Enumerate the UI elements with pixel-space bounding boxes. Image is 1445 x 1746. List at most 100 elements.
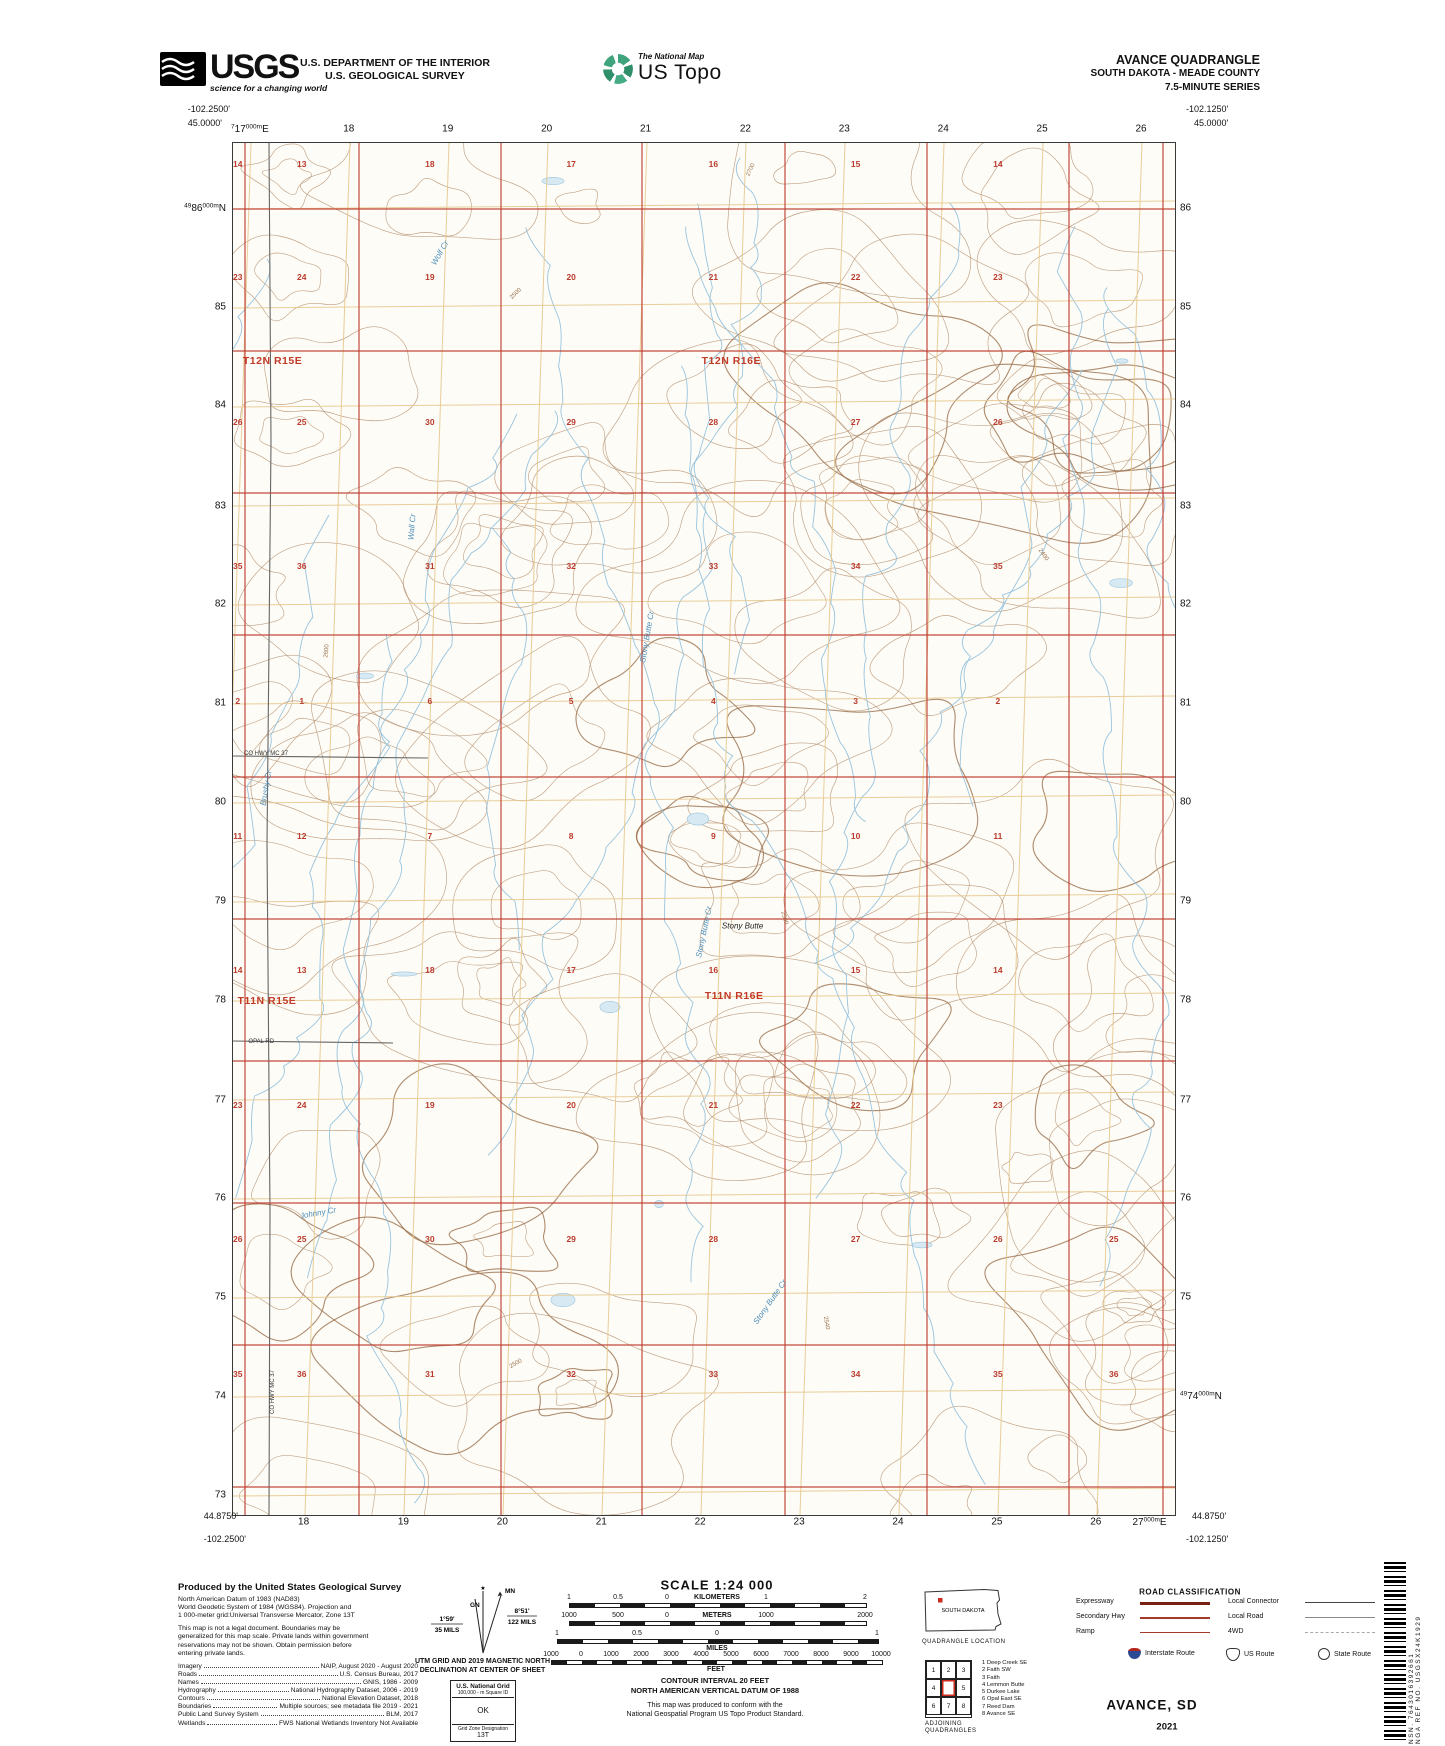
section-number: 16 [708,965,719,976]
contour-elevation-label: 2500 [508,287,523,301]
usng-gzd: 13T [476,1732,490,1739]
section-number: 14 [232,965,243,976]
datum-paragraph: North American Datum of 1983 (NAD83) Worl… [178,1596,418,1621]
contour-interval-note: CONTOUR INTERVAL 20 FEET NORTH AMERICAN … [595,1676,835,1695]
contour-elevation-label: 2540 [822,1315,831,1331]
nga-ref-number: NGA REF NO. USGSX24K1929 [1415,1615,1422,1744]
sheet-name: AVANCE, SD [1106,1697,1198,1713]
adjoining-cell: 7 [941,1697,956,1715]
scale-bar-meters [569,1621,867,1626]
adjoining-name: 6 Opal East SE [982,1696,1022,1703]
source-line: Public Land Survey System BLM, 2017 [178,1711,418,1719]
gn-declination-degrees: 1°59' [440,1615,455,1623]
section-number: 28 [708,416,719,427]
grid-label-top: 24 [937,123,949,135]
grid-label-right: 76 [1180,1192,1192,1204]
source-label: Public Land Survey System [178,1711,259,1719]
section-number: 9 [711,830,716,841]
contour-elevation-label: 2700 [745,163,757,178]
section-number: 23 [232,1099,243,1110]
section-number: 21 [708,272,719,283]
section-number: 18 [425,158,435,169]
grid-label-top: 22 [739,123,751,135]
adjoining-cell: 1 [926,1661,941,1679]
section-number: 22 [850,1099,861,1110]
roadclass-label: Local Road [1228,1613,1264,1620]
usgs-wordmark: USGS [210,48,300,86]
stream-label: Wolf Cr [429,238,451,267]
section-number: 28 [708,1234,719,1245]
scale-bar-kilometers [569,1603,867,1608]
declination-caption-line2: DECLINATION AT CENTER OF SHEET [419,1666,546,1674]
road-label: OPAL RD [248,1038,275,1045]
grid-north-label: GN [470,1602,480,1609]
grid-label-top: 18 [343,123,355,135]
dept-line1: U.S. DEPARTMENT OF THE INTERIOR [300,57,490,69]
grid-label-left: 83 [214,500,226,512]
grid-label-top: 23 [838,123,850,135]
scale-tick-feet: 5000 [723,1651,739,1658]
section-number: 16 [708,158,719,169]
grid-label-left: 73 [214,1489,226,1501]
grid-label-right: 82 [1180,598,1192,610]
source-value: National Hydrography Dataset, 2006 - 201… [290,1687,418,1695]
declination-caption-line1: UTM GRID AND 2019 MAGNETIC NORTH [414,1658,551,1665]
section-number: 23 [993,1099,1003,1110]
township-label: T12N R16E [701,355,761,368]
scale-tick-meters: 1000 [758,1612,774,1619]
scale-tick-kilometers: 0 [665,1594,669,1601]
section-number: 36 [297,560,307,571]
grid-label-bottom: 19 [397,1516,409,1528]
roadclass-label: Ramp [1076,1628,1095,1635]
contour-elevation-label: 2400 [1036,547,1050,562]
grid-label-right: 83 [1180,500,1192,512]
section-number: 5 [568,696,574,707]
roadclass-line-expressway [1140,1602,1210,1605]
adjoining-cell: 3 [956,1661,971,1679]
national-map-label: The National Map [638,52,705,61]
scale-tick-feet: 1000 [603,1651,619,1658]
scale-tick-miles: 0 [715,1630,719,1637]
section-number: 2 [235,696,241,707]
section-number: 29 [566,1234,576,1245]
usng-gzd-label: Grid Zone Designation [452,1724,514,1732]
section-number: 25 [297,1234,307,1245]
scale-tick-feet: 2000 [633,1651,649,1658]
scale-tick-feet: 9000 [843,1651,859,1658]
map-body: 14 13 18 17 16 15 14 23 24 19 20 21 22 23 26 25 30 29 28 27… [232,142,1176,1516]
source-line: Hydrography National Hydrography Dataset,… [178,1687,418,1695]
stream-label: Stony Butte Cr [751,1278,789,1327]
section-number: 25 [1109,1234,1119,1245]
corner-coordinate: -102.1250' [1186,104,1229,114]
source-value: FWS National Wetlands Inventory Not Avai… [278,1719,418,1727]
corner-coordinate: 44.8750' [1192,1511,1227,1521]
scale-tick-miles: 1 [875,1630,879,1637]
section-number: 12 [297,830,307,841]
township-label: T11N R15E [237,994,297,1007]
section-number: 10 [850,830,861,841]
section-number: 19 [425,272,435,283]
scale-tick-meters: 0 [665,1612,669,1619]
gn-declination-mils: 35 MILS [435,1627,460,1634]
section-number: 36 [1109,1368,1119,1379]
dotted-leader [200,1683,362,1685]
department-heading: U.S. DEPARTMENT OF THE INTERIOR U.S. GEO… [255,57,535,83]
produced-title: Produced by the United States Geological… [178,1582,402,1593]
grid-label-right: 80 [1180,796,1192,808]
section-number: 27 [850,416,861,427]
road-label: CO HWY MC 37 [244,750,288,757]
roadclass-line-connector [1305,1602,1375,1603]
source-value: U.S. Census Bureau, 2017 [339,1671,418,1679]
roadclass-symbol-group: US Route [1226,1648,1274,1661]
grid-label-left: 75 [214,1291,226,1303]
township-label: T11N R16E [704,990,764,1003]
usgs-tagline: science for a changing world [210,83,328,93]
national-map-logo: The National Map US Topo [603,52,722,85]
section-number: 26 [232,1234,243,1245]
contour-elevation-label: 2500 [508,1358,523,1371]
stream-label: Stony Butte Cr [638,610,657,664]
roadclass-line-secondary [1140,1617,1210,1619]
quadrangle-location-caption: QUADRANGLE LOCATION [922,1639,1006,1645]
section-number: 18 [425,965,435,976]
